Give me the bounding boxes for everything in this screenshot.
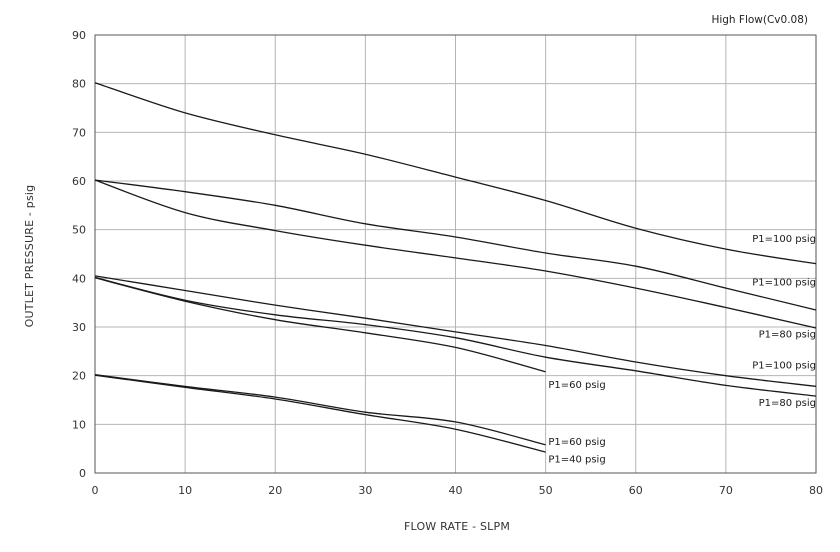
y-tick-label: 50 [72,224,86,237]
x-tick-label: 80 [809,484,823,497]
series-line-8 [94,374,546,453]
series-line-6 [94,277,546,373]
x-axis-label: FLOW RATE - SLPM [404,520,510,533]
series-label: P1=100 psig [752,278,816,289]
series-lines [94,82,817,453]
y-tick-label: 80 [72,78,86,91]
series-label: P1=80 psig [759,398,816,409]
y-tick-label: 70 [72,126,86,139]
x-tick-label: 40 [449,484,463,497]
chart-note: High Flow(Cv0.08) [711,14,808,26]
x-tick-label: 0 [92,484,99,497]
series-line-2 [94,179,817,311]
y-tick-label: 0 [79,467,86,480]
series-line-1 [94,82,817,265]
series-label: P1=100 psig [752,234,816,245]
x-tick-label: 50 [539,484,553,497]
x-tick-label: 60 [629,484,643,497]
series-label: P1=100 psig [752,360,816,371]
series-label: P1=80 psig [759,330,816,341]
y-tick-label: 90 [72,29,86,42]
series-line-3 [94,179,817,329]
series-line-5 [94,276,817,397]
series-label: P1=60 psig [548,380,605,391]
y-axis-label: OUTLET PRESSURE - psig [23,185,36,328]
x-tick-label: 30 [358,484,372,497]
series-line-4 [94,275,817,388]
x-tick-label: 70 [719,484,733,497]
y-tick-label: 30 [72,321,86,334]
y-tick-label: 10 [72,418,86,431]
grid [94,34,817,474]
x-tick-label: 20 [268,484,282,497]
series-line-7 [94,374,546,446]
y-tick-label: 20 [72,370,86,383]
x-tick-label: 10 [178,484,192,497]
x-axis-ticks: 0 10 20 30 40 50 60 70 80 [92,484,824,497]
y-tick-label: 40 [72,272,86,285]
series-label: P1=60 psig [548,437,605,448]
series-labels: P1=100 psig P1=100 psig P1=80 psig P1=100 p… [548,234,816,465]
y-axis-ticks: 0 10 20 30 40 50 60 70 80 90 [72,29,86,480]
plot-frame [94,34,817,474]
y-tick-label: 60 [72,175,86,188]
series-label: P1=40 psig [548,454,605,465]
